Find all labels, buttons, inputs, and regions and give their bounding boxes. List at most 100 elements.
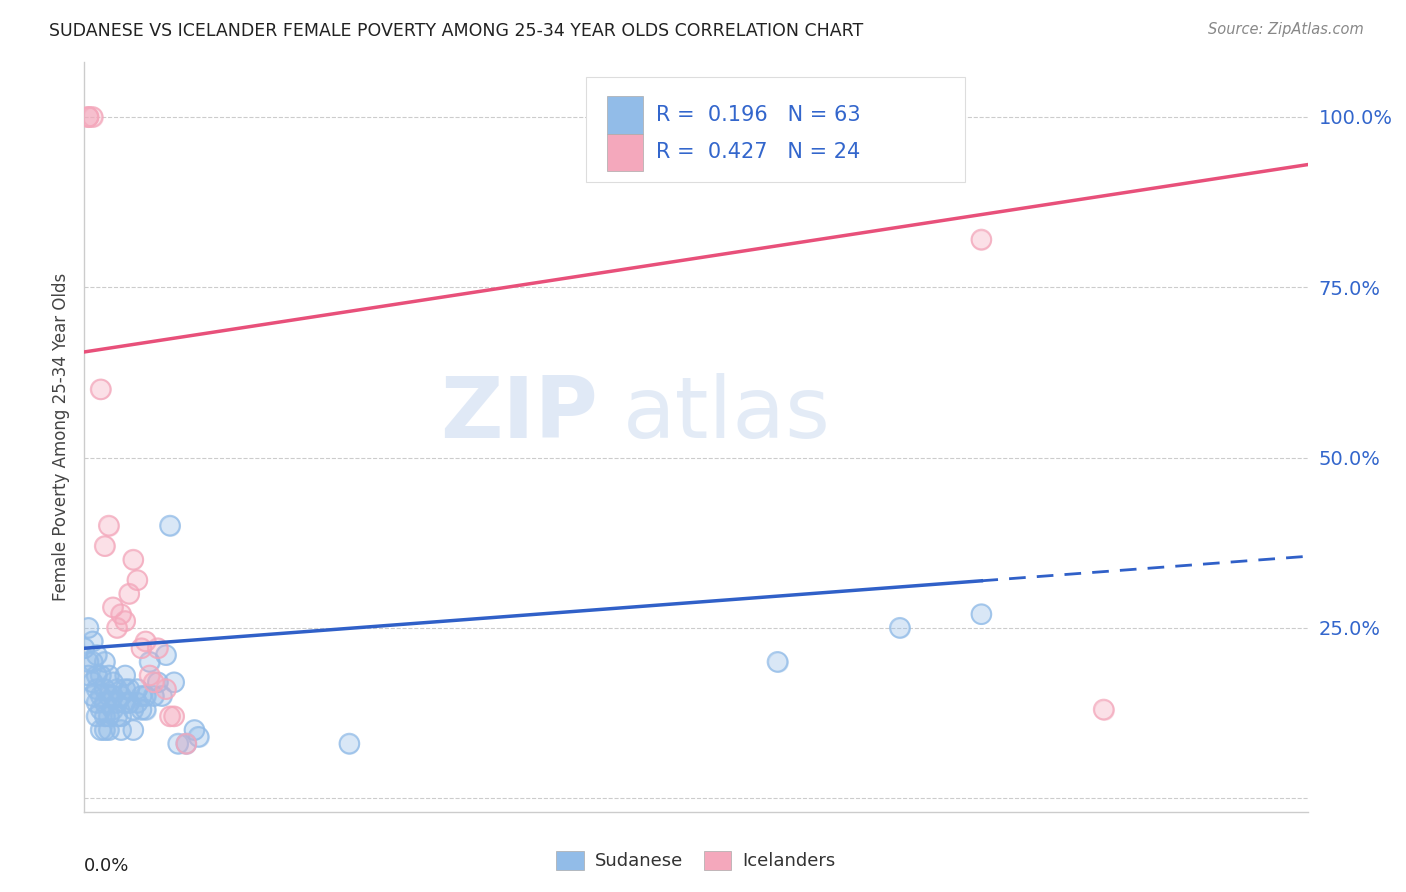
Point: [970, 233, 993, 247]
Point: [155, 648, 177, 662]
Point: [105, 709, 128, 723]
Point: [93, 539, 115, 553]
Point: [142, 675, 165, 690]
Point: [93, 539, 115, 553]
Point: [163, 675, 186, 690]
Point: [105, 682, 128, 697]
Point: [163, 675, 186, 690]
Point: [159, 709, 181, 723]
Point: [82, 675, 104, 690]
Point: [82, 634, 104, 648]
Point: [90, 668, 112, 682]
Point: [110, 689, 132, 703]
Point: [93, 696, 115, 710]
Point: [889, 621, 911, 635]
Point: [101, 600, 124, 615]
Point: [86, 709, 108, 723]
Point: [114, 696, 136, 710]
Point: [90, 383, 112, 397]
Point: [135, 634, 157, 648]
Point: [114, 682, 136, 697]
Legend: Sudanese, Icelanders: Sudanese, Icelanders: [550, 844, 842, 878]
Point: [339, 737, 361, 751]
Point: [118, 587, 141, 601]
Point: [150, 689, 173, 703]
Point: [82, 110, 104, 124]
Point: [142, 675, 165, 690]
Point: [86, 668, 108, 682]
Point: [97, 723, 120, 737]
Point: [163, 709, 186, 723]
Point: [93, 682, 115, 697]
Point: [167, 737, 190, 751]
Point: [105, 682, 128, 697]
Point: [135, 634, 157, 648]
Point: [101, 675, 124, 690]
Point: [159, 518, 181, 533]
Point: [110, 723, 132, 737]
Point: [77, 110, 100, 124]
Text: 0.0%: 0.0%: [84, 856, 129, 875]
Point: [110, 689, 132, 703]
Point: [73, 641, 96, 656]
Point: [138, 655, 160, 669]
Point: [122, 552, 145, 566]
Point: [131, 689, 153, 703]
Point: [114, 682, 136, 697]
Point: [155, 682, 177, 697]
Point: [77, 655, 100, 669]
Point: [146, 641, 169, 656]
Point: [110, 723, 132, 737]
Point: [97, 518, 120, 533]
Point: [93, 682, 115, 697]
Point: [105, 696, 128, 710]
Point: [97, 689, 120, 703]
Point: [118, 696, 141, 710]
Point: [86, 696, 108, 710]
Point: [174, 737, 197, 751]
Point: [77, 655, 100, 669]
Point: [970, 233, 993, 247]
Point: [97, 709, 120, 723]
Point: [105, 696, 128, 710]
Point: [114, 614, 136, 628]
Point: [82, 110, 104, 124]
Bar: [606, 96, 644, 134]
Point: [127, 573, 149, 587]
Point: [167, 737, 190, 751]
Point: [90, 723, 112, 737]
Point: [90, 702, 112, 716]
Text: R =  0.427   N = 24: R = 0.427 N = 24: [655, 143, 860, 162]
Point: [105, 709, 128, 723]
Point: [159, 709, 181, 723]
Point: [187, 730, 209, 744]
Point: [122, 702, 145, 716]
Point: [114, 696, 136, 710]
Point: [122, 552, 145, 566]
Point: [122, 723, 145, 737]
Point: [889, 621, 911, 635]
Point: [77, 668, 100, 682]
Point: [97, 723, 120, 737]
Point: [86, 682, 108, 697]
Point: [114, 614, 136, 628]
Point: [127, 682, 149, 697]
Point: [174, 737, 197, 751]
Point: [86, 648, 108, 662]
Point: [97, 689, 120, 703]
Point: [77, 621, 100, 635]
Point: [110, 607, 132, 622]
Point: [86, 696, 108, 710]
Point: [82, 655, 104, 669]
Text: ZIP: ZIP: [440, 373, 598, 456]
Point: [127, 682, 149, 697]
Point: [90, 702, 112, 716]
Point: [766, 655, 789, 669]
Point: [93, 655, 115, 669]
Text: atlas: atlas: [623, 373, 831, 456]
Point: [90, 689, 112, 703]
Point: [138, 655, 160, 669]
Point: [155, 648, 177, 662]
Point: [138, 668, 160, 682]
Point: [970, 607, 993, 622]
